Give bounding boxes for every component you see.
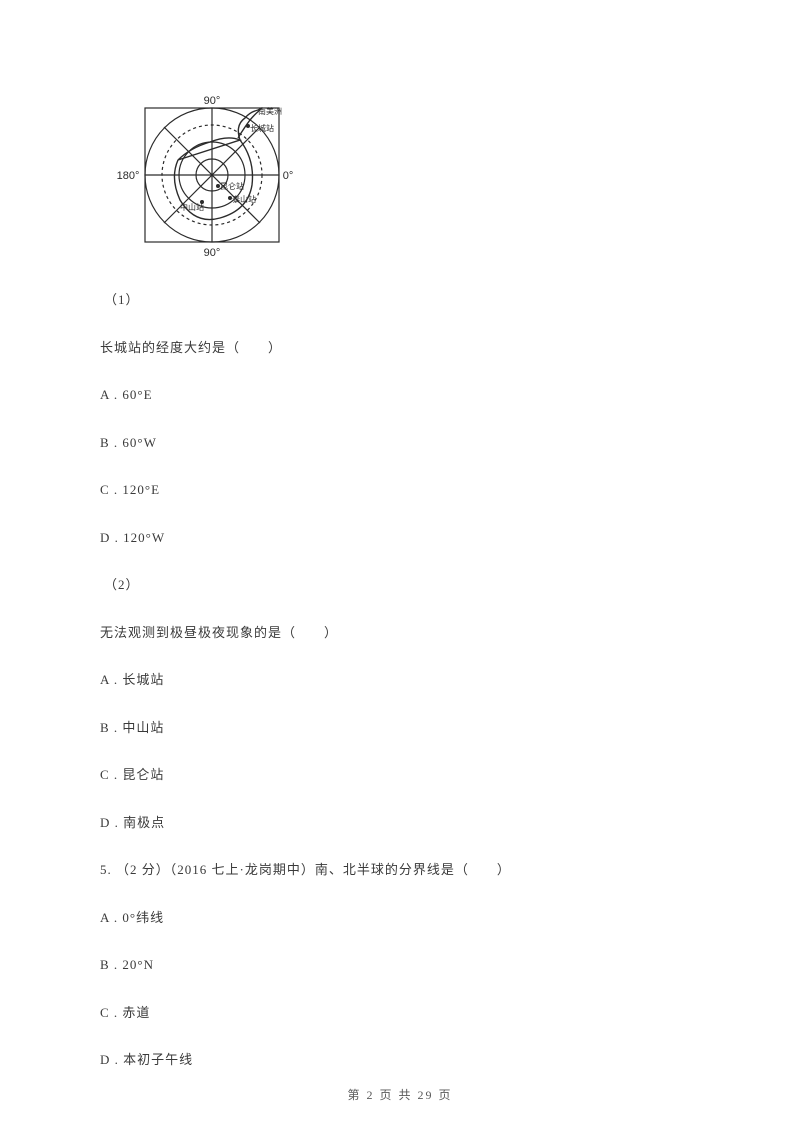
q1-option-a: A . 60°E <box>100 385 700 405</box>
q5-option-d: D . 本初子午线 <box>100 1050 700 1070</box>
label-changcheng: 长城站 <box>250 123 274 133</box>
q2-number: （2） <box>104 575 700 595</box>
label-top: 90° <box>204 95 221 107</box>
q2-stem: 无法观测到极昼极夜现象的是（ ） <box>100 623 700 643</box>
q1-option-b: B . 60°W <box>100 433 700 453</box>
q1-stem: 长城站的经度大约是（ ） <box>100 338 700 358</box>
q2-option-d: D . 南极点 <box>100 813 700 833</box>
q2-option-b: B . 中山站 <box>100 718 700 738</box>
label-south-america: 南美洲 <box>258 106 282 116</box>
question-content: （1） 长城站的经度大约是（ ） A . 60°E B . 60°W C . 1… <box>100 290 700 1070</box>
q5-stem: 5. （2 分）（2016 七上·龙岗期中）南、北半球的分界线是（ ） <box>100 860 700 880</box>
label-left: 180° <box>117 170 140 182</box>
label-kunlun: 昆仑站 <box>220 181 244 191</box>
q5-option-b: B . 20°N <box>100 955 700 975</box>
q1-number: （1） <box>104 290 700 310</box>
label-zhongshan: 中山站 <box>180 202 204 212</box>
q5-option-c: C . 赤道 <box>100 1003 700 1023</box>
label-right: 0° <box>283 170 294 182</box>
q5-option-a: A . 0°纬线 <box>100 908 700 928</box>
q1-option-d: D . 120°W <box>100 528 700 548</box>
map-svg: 90° 90° 180° 0° 南美洲 长城站 昆仑站 中山站 泰山站 <box>110 90 300 260</box>
antarctic-map-figure: 90° 90° 180° 0° 南美洲 长城站 昆仑站 中山站 泰山站 <box>110 90 700 260</box>
q1-option-c: C . 120°E <box>100 480 700 500</box>
label-taishan: 泰山站 <box>232 194 256 204</box>
page-footer: 第 2 页 共 29 页 <box>0 1086 800 1104</box>
q2-option-c: C . 昆仑站 <box>100 765 700 785</box>
q2-option-a: A . 长城站 <box>100 670 700 690</box>
label-bottom: 90° <box>204 247 221 259</box>
